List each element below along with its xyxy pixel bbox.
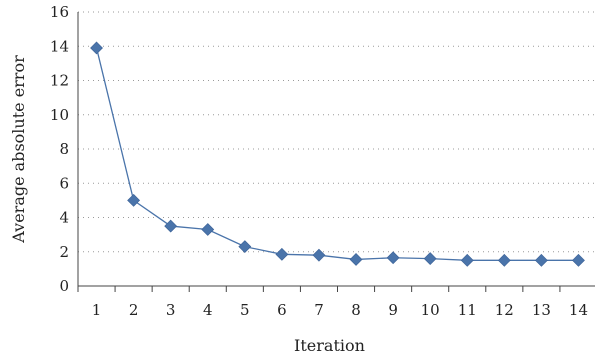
x-tick-labels: 1 2 3 4 5 6 7 8 9 10 11 12 13 14	[77, 286, 588, 319]
axes	[77, 12, 595, 287]
data-point	[386, 251, 400, 265]
y-tick-label: 12	[50, 72, 69, 90]
x-tick-label: 5	[240, 301, 250, 319]
y-tick-label: 4	[59, 209, 69, 227]
x-tick-label: 6	[277, 301, 287, 319]
data-point	[534, 253, 548, 267]
x-tick-label: 14	[569, 301, 588, 319]
x-axis-title: Iteration	[294, 336, 365, 355]
y-tick-labels: 0 2 4 6 8 10 12 14 16	[50, 3, 69, 295]
x-tick-label: 12	[495, 301, 514, 319]
x-tick-label: 2	[129, 301, 139, 319]
x-tick-label: 8	[351, 301, 361, 319]
y-tick-label: 6	[59, 174, 69, 192]
x-tick-label: 10	[421, 301, 440, 319]
data-point	[164, 219, 178, 233]
data-markers	[90, 41, 585, 267]
data-point	[90, 41, 103, 55]
x-tick-label: 13	[532, 301, 551, 319]
y-tick-label: 16	[50, 3, 69, 21]
data-point	[460, 253, 474, 267]
data-point	[275, 247, 289, 261]
data-point	[497, 253, 511, 267]
data-point	[572, 253, 585, 267]
x-tick-label: 7	[314, 301, 324, 319]
x-tick-label: 3	[166, 301, 176, 319]
data-point	[349, 253, 363, 266]
y-axis-title: Average absolute error	[9, 55, 28, 244]
y-tick-label: 10	[50, 106, 69, 124]
y-tick-label: 2	[59, 243, 69, 261]
data-point	[312, 248, 326, 262]
data-point	[201, 223, 215, 236]
y-tick-label: 0	[59, 277, 69, 295]
y-tick-label: 14	[50, 37, 69, 55]
data-point	[423, 252, 437, 266]
x-tick-label: 4	[203, 301, 213, 319]
x-tick-label: 11	[458, 301, 477, 319]
data-point	[127, 193, 141, 207]
data-point	[238, 240, 252, 254]
y-tick-label: 8	[59, 140, 69, 158]
x-tick-label: 9	[388, 301, 398, 319]
x-tick-label: 1	[92, 301, 102, 319]
